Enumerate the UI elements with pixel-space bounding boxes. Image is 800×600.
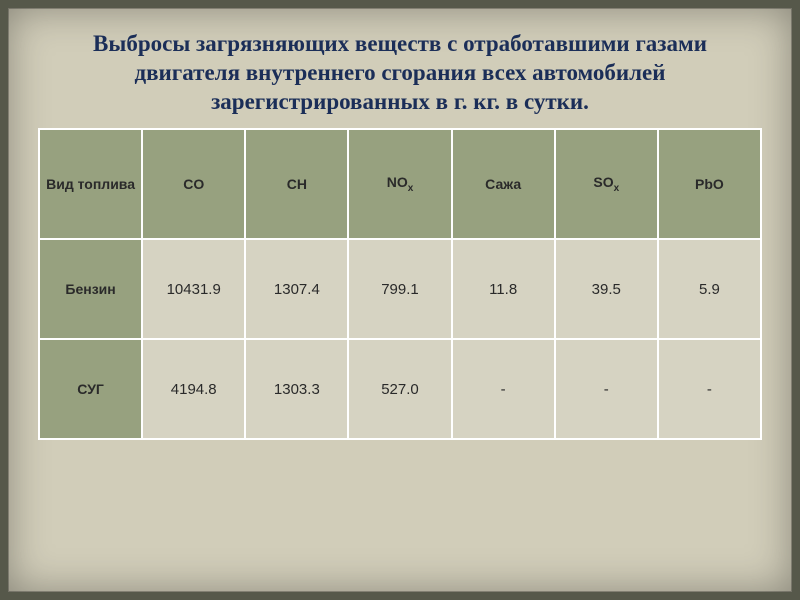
cell: 799.1 [348,239,451,339]
emissions-table: Вид топлива CO CH NOx Сажа SOx P [38,128,762,440]
col-label: NO [387,174,408,190]
col-ch: CH [245,129,348,239]
cell: 10431.9 [142,239,245,339]
cell: 1303.3 [245,339,348,439]
col-soot: Сажа [452,129,555,239]
cell: 11.8 [452,239,555,339]
col-label: Сажа [485,176,521,192]
col-sub: x [408,183,414,194]
cell: - [658,339,761,439]
col-sox: SOx [555,129,658,239]
row-head: Бензин [39,239,142,339]
col-label: SO [593,174,613,190]
col-sub: x [614,183,620,194]
col-nox: NOx [348,129,451,239]
cell: 527.0 [348,339,451,439]
col-co: CO [142,129,245,239]
col-pbo: PbO [658,129,761,239]
cell: - [555,339,658,439]
slide-title: Выбросы загрязняющих веществ с отработав… [38,30,762,116]
cell: - [452,339,555,439]
slide-frame: Выбросы загрязняющих веществ с отработав… [8,8,792,592]
col-label: Вид топлива [46,176,135,192]
col-label: PbO [695,176,724,192]
col-label: CH [287,176,307,192]
table-header-row: Вид топлива CO CH NOx Сажа SOx P [39,129,761,239]
cell: 5.9 [658,239,761,339]
table-row: СУГ 4194.8 1303.3 527.0 - - - [39,339,761,439]
table-row: Бензин 10431.9 1307.4 799.1 11.8 39.5 5.… [39,239,761,339]
cell: 1307.4 [245,239,348,339]
cell: 39.5 [555,239,658,339]
col-label: CO [183,176,204,192]
cell: 4194.8 [142,339,245,439]
row-head: СУГ [39,339,142,439]
col-fuel-type: Вид топлива [39,129,142,239]
